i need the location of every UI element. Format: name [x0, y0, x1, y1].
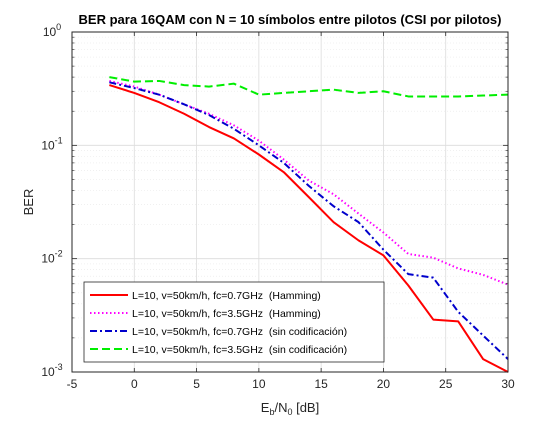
- series-line: [109, 76, 509, 98]
- legend-label: L=10, v=50km/h, fc=0.7GHz (Hamming): [132, 290, 321, 302]
- series-line: [109, 79, 509, 286]
- legend-box: [83, 281, 385, 363]
- y-tick-label: 10-1: [41, 135, 62, 152]
- x-tick-label: 30: [501, 377, 515, 391]
- legend-label: L=10, v=50km/h, fc=0.7GHz (sin codificac…: [132, 326, 347, 338]
- plot-frame: [71, 31, 509, 373]
- x-tick-label: 15: [314, 377, 328, 391]
- legend-label: L=10, v=50km/h, fc=3.5GHz (sin codificac…: [132, 344, 347, 356]
- x-axis-label: Eb/N0 [dB]: [261, 400, 319, 417]
- legend-label: L=10, v=50km/h, fc=3.5GHz (Hamming): [132, 308, 321, 320]
- x-tick-label: 5: [193, 377, 200, 391]
- x-tick-label: 20: [377, 377, 391, 391]
- x-tick-label: 10: [252, 377, 266, 391]
- legend: L=10, v=50km/h, fc=0.7GHz (Hamming) L=10,…: [83, 281, 385, 363]
- axis-ticks: -5 0 5 10 15 20 25 30 10-3 10-2 10-1 100: [41, 22, 515, 391]
- y-tick-label: 100: [43, 22, 61, 39]
- x-tick-label: 25: [439, 377, 453, 391]
- series-lines: [109, 76, 509, 373]
- x-tick-label: 0: [131, 377, 138, 391]
- y-axis-label: BER: [21, 189, 36, 216]
- series-line: [109, 81, 509, 360]
- series-line: [109, 84, 509, 373]
- x-tick-label: -5: [67, 377, 78, 391]
- y-tick-label: 10-3: [41, 362, 62, 379]
- y-tick-label: 10-2: [41, 249, 62, 266]
- chart-title: BER para 16QAM con N = 10 símbolos entre…: [79, 12, 502, 27]
